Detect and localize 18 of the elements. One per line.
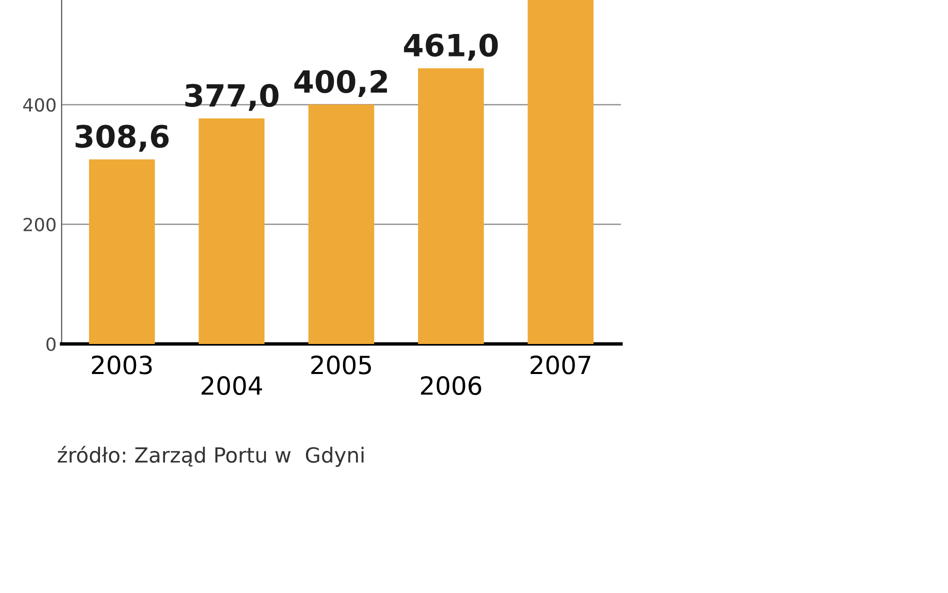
data-label: 308,6	[76, 124, 169, 152]
bar	[418, 68, 484, 344]
x-tick-label: 2006	[420, 376, 482, 396]
y-tick-label: 200	[24, 218, 56, 232]
y-tick-label: 0	[46, 337, 56, 352]
x-tick-label: 2004	[202, 376, 262, 396]
bar	[528, 0, 594, 344]
bar	[198, 118, 265, 344]
y-tick-label: 400	[23, 98, 56, 112]
x-tick-label: 2007	[530, 355, 590, 374]
text: źródło: Zarząd Portu w Gdyni	[58, 446, 364, 467]
bar	[89, 159, 155, 344]
data-label: 400,2	[294, 70, 387, 97]
x-tick-label: 2003	[92, 355, 152, 374]
data-label: 461,0	[404, 34, 498, 61]
data-label: 377,0	[185, 84, 278, 111]
x-tick-label: 2005	[311, 355, 371, 374]
bar	[308, 104, 374, 344]
